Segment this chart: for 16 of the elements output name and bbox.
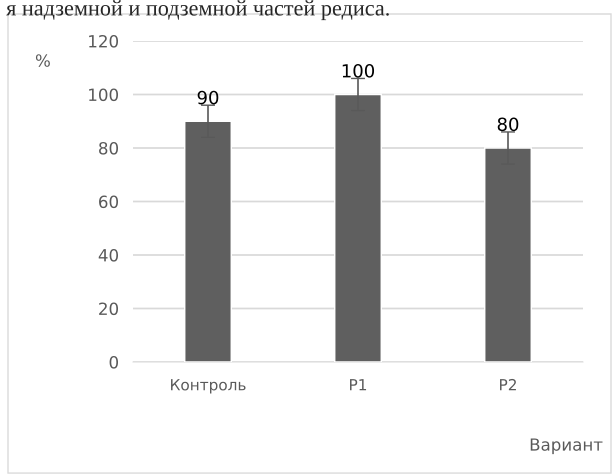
y-tick-label: 80 [99, 142, 118, 155]
y-axis-title: % [36, 54, 50, 67]
x-tick-label: P1 [350, 379, 366, 390]
x-tick-label: P2 [500, 378, 516, 390]
x-axis-title: Вариант [530, 438, 603, 454]
data-label: 80 [498, 117, 518, 132]
y-tick-label: 100 [89, 88, 118, 102]
data-label: 90 [198, 90, 218, 104]
x-tick-label: Контроль [171, 379, 246, 394]
y-tick-label: 40 [98, 248, 118, 262]
data-label: 100 [342, 64, 374, 78]
y-tick-label: 60 [99, 195, 118, 208]
y-tick-label: 0 [110, 356, 118, 369]
y-tick-label: 20 [99, 302, 118, 316]
y-tick-label: 120 [89, 34, 118, 48]
chart-title: я надземной и подземной частей редиса. [6, 0, 389, 20]
